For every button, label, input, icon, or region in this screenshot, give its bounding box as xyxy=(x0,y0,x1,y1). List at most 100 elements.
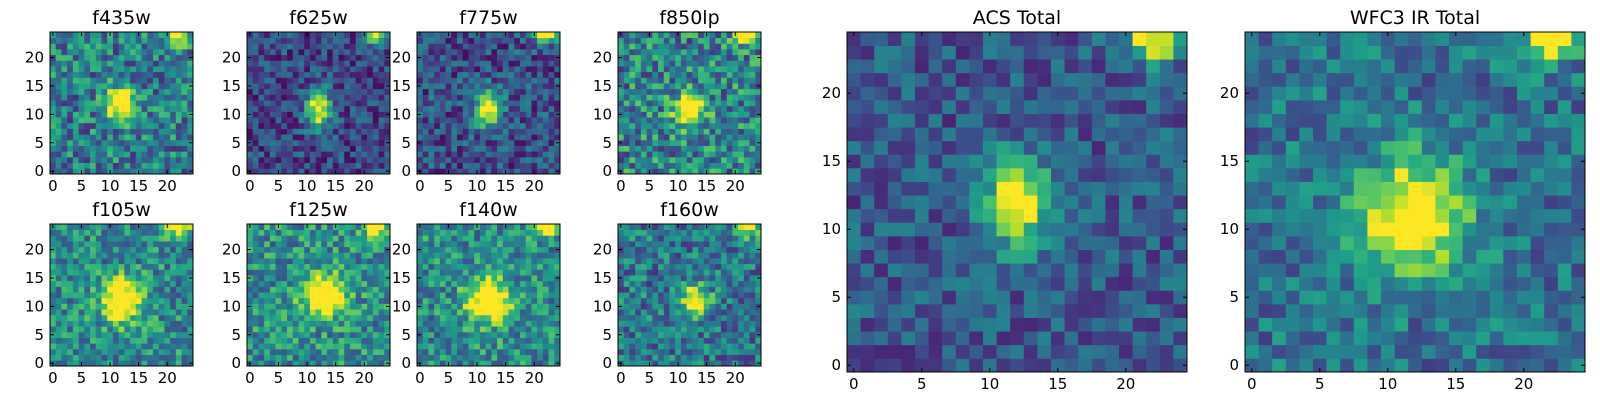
heatmap-cell xyxy=(164,348,171,355)
heatmap-cell xyxy=(321,151,328,158)
heatmap-cell xyxy=(479,280,486,287)
heatmap-cell xyxy=(84,320,91,327)
heatmap-cell xyxy=(692,77,699,84)
heatmap-cell xyxy=(749,100,756,107)
heatmap-cell xyxy=(315,134,322,141)
heatmap-cell xyxy=(378,292,385,299)
heatmap-cell xyxy=(287,224,294,231)
heatmap-cell xyxy=(321,88,328,95)
heatmap-cell xyxy=(309,269,316,276)
heatmap-cell xyxy=(175,54,182,61)
heatmap-cell xyxy=(462,100,469,107)
heatmap-cell xyxy=(462,49,469,56)
heatmap-cell xyxy=(640,337,647,344)
heatmap-cell xyxy=(726,326,733,333)
heatmap-cell xyxy=(686,128,693,135)
heatmap-cell xyxy=(258,162,265,169)
heatmap-cell xyxy=(321,32,328,39)
heatmap-cell xyxy=(130,32,137,39)
heatmap-cell xyxy=(743,292,750,299)
heatmap-cell xyxy=(287,297,294,304)
heatmap-cell xyxy=(445,111,452,118)
heatmap-cell xyxy=(152,43,160,50)
heatmap-cell xyxy=(698,111,705,118)
heatmap-cell xyxy=(743,117,750,124)
heatmap-cell xyxy=(686,37,693,44)
heatmap-cell xyxy=(84,139,91,146)
heatmap-cell xyxy=(95,252,102,259)
heatmap-cell xyxy=(686,32,693,39)
heatmap-cell xyxy=(479,337,486,344)
heatmap-cell xyxy=(428,224,435,231)
heatmap-cell xyxy=(378,286,385,293)
heatmap-cell xyxy=(755,43,762,50)
heatmap-cell xyxy=(158,77,165,84)
heatmap-cell xyxy=(349,354,357,361)
heatmap-cell xyxy=(292,258,299,265)
heatmap-cell xyxy=(327,66,334,73)
heatmap-cell xyxy=(164,286,171,293)
heatmap-cell xyxy=(287,122,294,129)
heatmap-cell xyxy=(67,117,74,124)
heatmap-cell xyxy=(367,229,374,236)
heatmap-cell xyxy=(361,235,368,242)
heatmap-cell xyxy=(635,77,642,84)
heatmap-cell xyxy=(135,258,142,265)
heatmap-cell xyxy=(462,326,469,333)
heatmap-cell xyxy=(152,235,160,242)
heatmap-cell xyxy=(164,263,171,270)
heatmap-cell xyxy=(187,88,194,95)
heatmap-cell xyxy=(378,128,385,135)
heatmap-cell xyxy=(519,60,527,67)
heatmap-cell xyxy=(720,139,728,146)
heatmap-cell xyxy=(338,280,345,287)
heatmap-cell xyxy=(101,162,108,169)
heatmap-cell xyxy=(457,151,464,158)
heatmap-cell xyxy=(525,83,532,90)
heatmap-cell xyxy=(709,71,716,78)
heatmap-cell xyxy=(749,303,756,310)
heatmap-cell xyxy=(50,252,57,259)
heatmap-cell xyxy=(451,354,458,361)
heatmap-cell xyxy=(675,54,682,61)
heatmap-cell xyxy=(434,229,441,236)
heatmap-cell xyxy=(175,100,182,107)
heatmap-cell xyxy=(112,49,119,56)
heatmap-cell xyxy=(269,134,276,141)
heatmap-cell xyxy=(298,292,305,299)
heatmap-cell xyxy=(542,337,549,344)
heatmap-cell xyxy=(298,275,305,282)
heatmap-cell xyxy=(344,162,351,169)
heatmap-cell xyxy=(67,303,74,310)
heatmap-cell xyxy=(502,122,509,129)
heatmap-cell xyxy=(623,66,630,73)
heatmap-cell xyxy=(269,280,276,287)
heatmap-cell xyxy=(457,348,464,355)
heatmap-cell xyxy=(537,241,544,248)
heatmap-cell xyxy=(170,354,177,361)
heatmap-cell xyxy=(72,348,79,355)
heatmap-cell xyxy=(130,326,137,333)
heatmap-cell xyxy=(321,156,328,163)
heatmap-cell xyxy=(439,275,446,282)
heatmap-cell xyxy=(287,77,294,84)
heatmap-cell xyxy=(491,156,498,163)
heatmap-cell xyxy=(434,354,441,361)
heatmap-cell xyxy=(646,343,653,350)
heatmap-cell xyxy=(384,162,391,169)
heatmap-cell xyxy=(118,128,125,135)
heatmap-cell xyxy=(247,49,254,56)
x-tick-label: 20 xyxy=(726,177,745,195)
heatmap-cell xyxy=(252,263,259,270)
heatmap-cell xyxy=(344,100,351,107)
heatmap-cell xyxy=(692,280,699,287)
heatmap-cell xyxy=(548,134,555,141)
heatmap-cell xyxy=(50,117,57,124)
heatmap-cell xyxy=(141,337,148,344)
heatmap-cell xyxy=(315,139,322,146)
heatmap-cell xyxy=(658,94,665,101)
heatmap-cell xyxy=(692,337,699,344)
heatmap-cell xyxy=(749,145,756,152)
heatmap-cell xyxy=(298,263,305,270)
heatmap-cell xyxy=(170,66,177,73)
